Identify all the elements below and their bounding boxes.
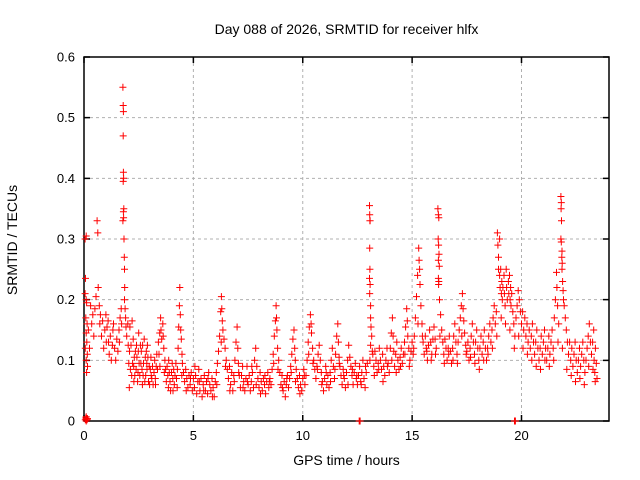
y-tick-label: 0.1 xyxy=(57,353,75,368)
y-tick-label: 0.5 xyxy=(57,110,75,125)
chart-title: Day 088 of 2026, SRMTID for receiver hlf… xyxy=(214,21,479,37)
x-tick-label: 15 xyxy=(405,428,419,443)
x-tick-label: 20 xyxy=(514,428,528,443)
gridlines xyxy=(84,57,609,421)
y-tick-label: 0.2 xyxy=(57,292,75,307)
scatter-points xyxy=(81,83,601,425)
y-tick-label: 0 xyxy=(68,414,75,429)
x-axis-label: GPS time / hours xyxy=(293,452,400,468)
y-tick-label: 0.4 xyxy=(57,171,75,186)
y-tick-label: 0.6 xyxy=(57,50,75,65)
x-tick-label: 0 xyxy=(80,428,87,443)
x-tick-label: 5 xyxy=(190,428,197,443)
x-tick-label: 10 xyxy=(296,428,310,443)
y-tick-label: 0.3 xyxy=(57,232,75,247)
